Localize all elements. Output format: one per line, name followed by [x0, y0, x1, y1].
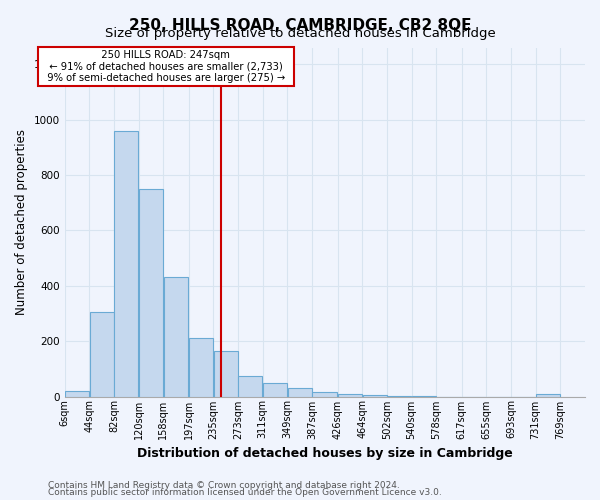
Bar [164, 278, 188, 396]
Bar [115, 130, 139, 396]
Text: Contains public sector information licensed under the Open Government Licence v3: Contains public sector information licen… [48, 488, 442, 497]
Y-axis label: Number of detached properties: Number of detached properties [15, 129, 28, 315]
Bar [263, 383, 287, 396]
Bar [65, 391, 89, 396]
X-axis label: Distribution of detached houses by size in Cambridge: Distribution of detached houses by size … [137, 447, 513, 460]
Bar [139, 190, 163, 396]
Bar [214, 352, 238, 397]
Text: 250, HILLS ROAD, CAMBRIDGE, CB2 8QE: 250, HILLS ROAD, CAMBRIDGE, CB2 8QE [129, 18, 471, 32]
Bar [288, 388, 312, 396]
Bar [189, 338, 213, 396]
Bar [536, 394, 560, 396]
Bar [338, 394, 362, 396]
Text: Contains HM Land Registry data © Crown copyright and database right 2024.: Contains HM Land Registry data © Crown c… [48, 480, 400, 490]
Bar [238, 376, 262, 396]
Bar [89, 312, 114, 396]
Bar [313, 392, 337, 396]
Text: Size of property relative to detached houses in Cambridge: Size of property relative to detached ho… [104, 28, 496, 40]
Text: 250 HILLS ROAD: 247sqm  
  ← 91% of detached houses are smaller (2,733)  
  9% o: 250 HILLS ROAD: 247sqm ← 91% of detached… [41, 50, 291, 84]
